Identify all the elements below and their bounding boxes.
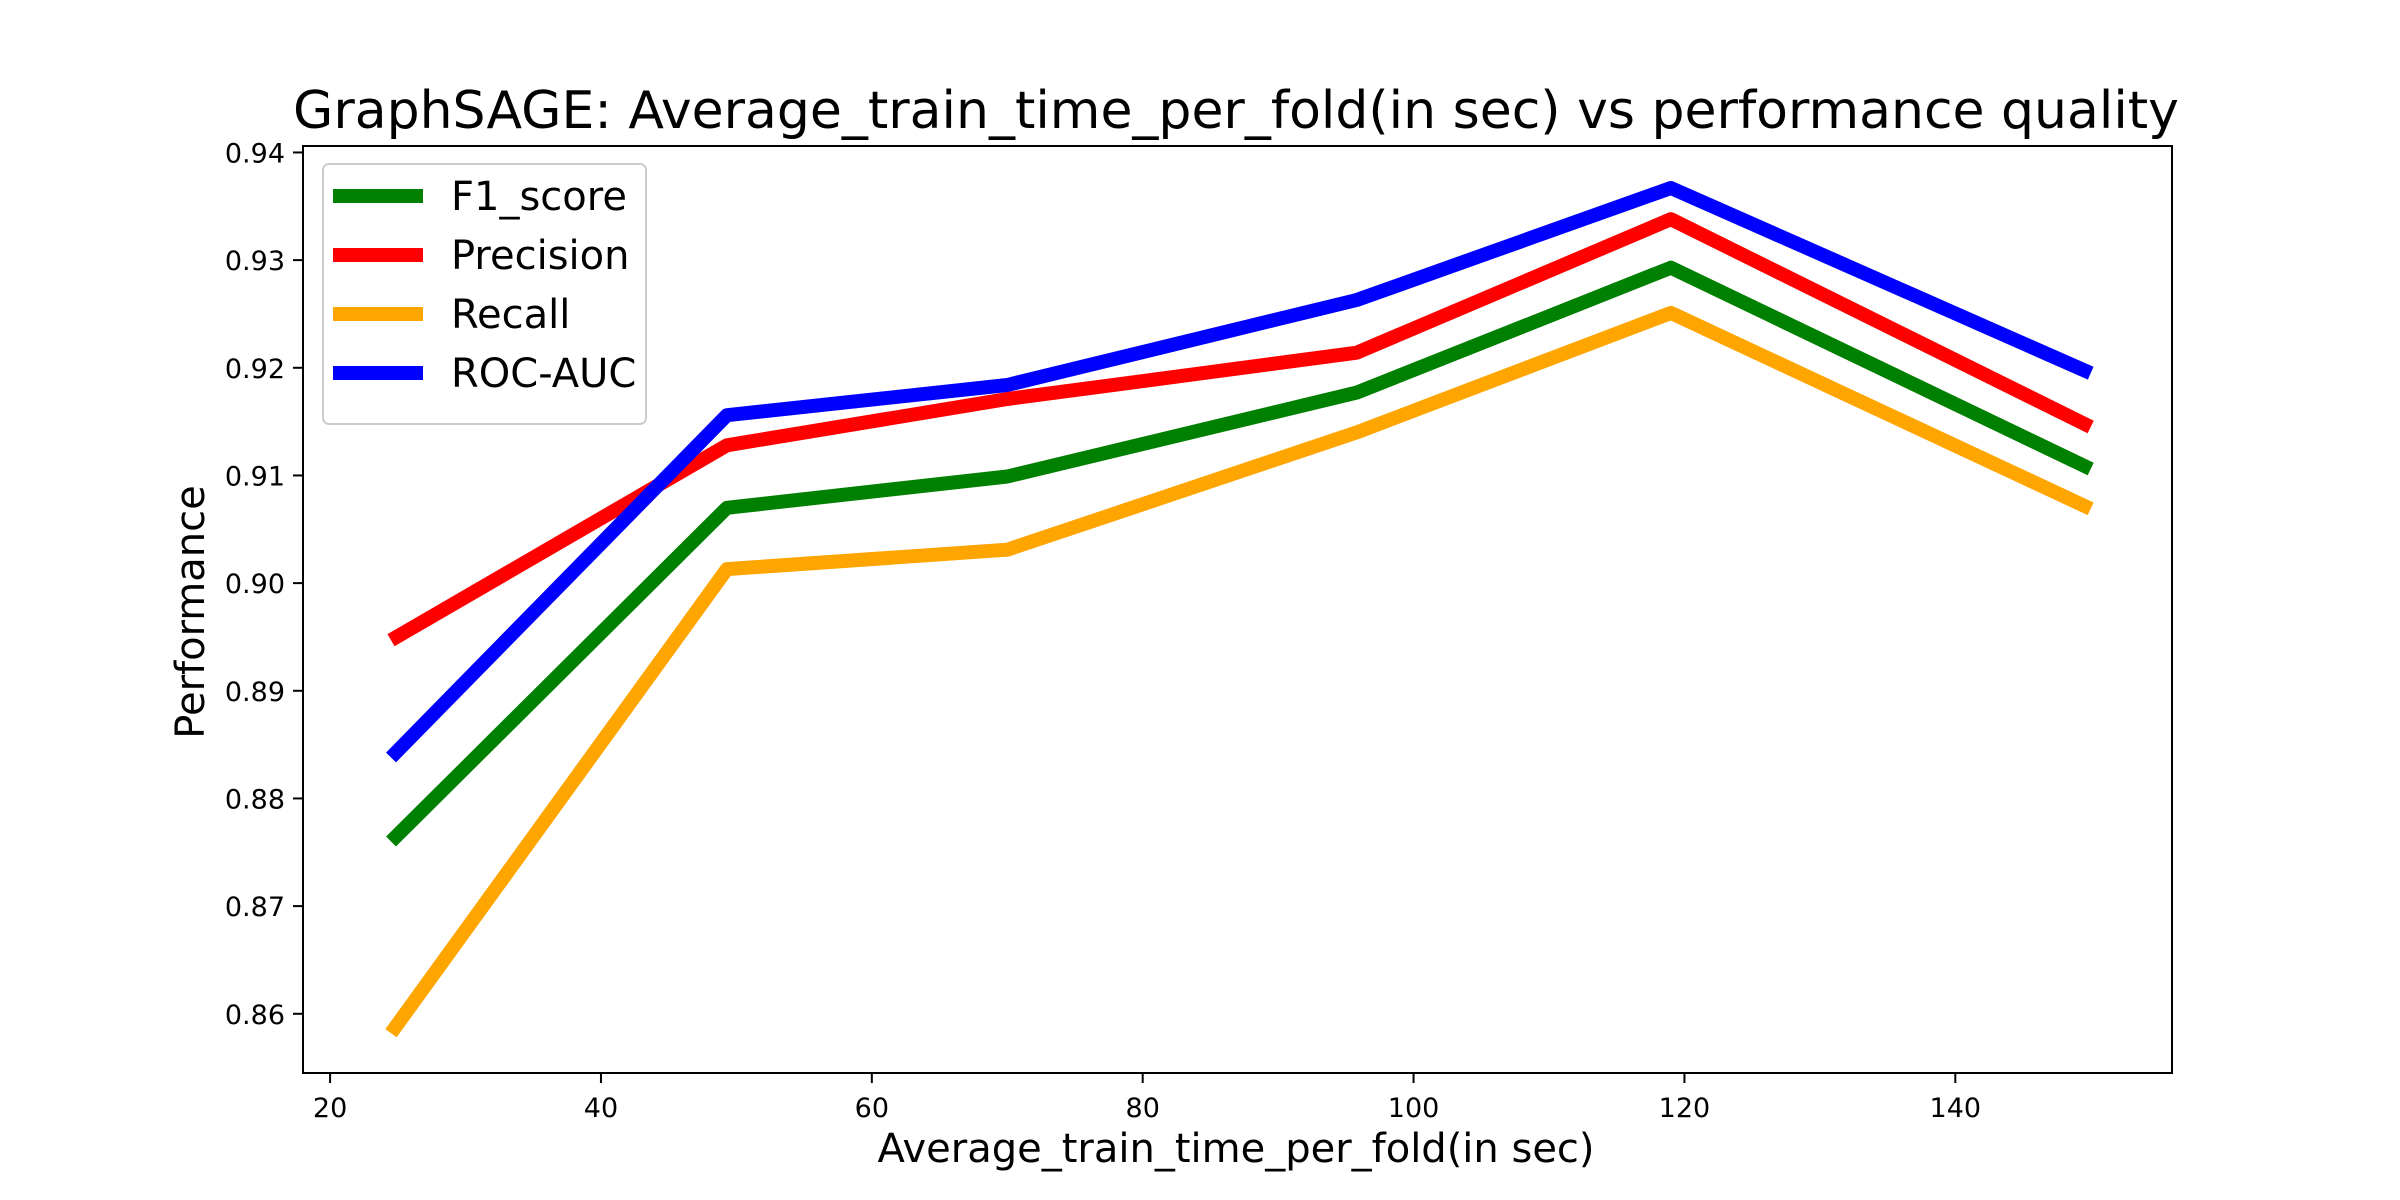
series-line-roc-auc	[386, 181, 2094, 763]
y-tick-label: 0.94	[225, 138, 285, 169]
x-tick-label: 40	[584, 1093, 618, 1124]
legend-label: F1_score	[451, 174, 627, 220]
y-axis-label: Performance	[168, 485, 214, 738]
x-tick-label: 60	[855, 1093, 889, 1124]
plot-frame	[302, 145, 2173, 1074]
series-line-recall	[385, 305, 2094, 1038]
x-tick-label: 100	[1388, 1093, 1440, 1124]
y-tick-label: 0.87	[225, 892, 285, 923]
y-tick-label: 0.90	[225, 569, 285, 600]
x-tick-label: 20	[313, 1093, 347, 1124]
y-tick-label: 0.88	[225, 784, 285, 815]
legend: F1_score Precision Recall ROC-AUC	[322, 163, 647, 425]
legend-label: ROC-AUC	[451, 351, 636, 397]
y-tick-label: 0.91	[225, 461, 285, 492]
y-tick-label: 0.86	[225, 1000, 285, 1031]
y-tick-label: 0.89	[225, 677, 285, 708]
x-tick-label: 80	[1126, 1093, 1160, 1124]
x-tick-label: 140	[1930, 1093, 1982, 1124]
series-line-f1-score	[386, 260, 2094, 847]
x-axis-label: Average_train_time_per_fold(in sec)	[877, 1126, 1594, 1172]
x-tick-label: 120	[1659, 1093, 1711, 1124]
y-tick-label: 0.92	[225, 354, 285, 385]
legend-label: Recall	[451, 292, 570, 338]
plot-area: 20 40 60 80 100 120 140 0.86 0.87 0.88 0.89 0.90 0.9…	[225, 138, 2173, 1124]
chart-title: GraphSAGE: Average_train_time_per_fold(i…	[293, 81, 2179, 141]
y-tick-label: 0.93	[225, 246, 285, 277]
legend-box	[322, 163, 647, 425]
legend-label: Precision	[451, 233, 629, 279]
